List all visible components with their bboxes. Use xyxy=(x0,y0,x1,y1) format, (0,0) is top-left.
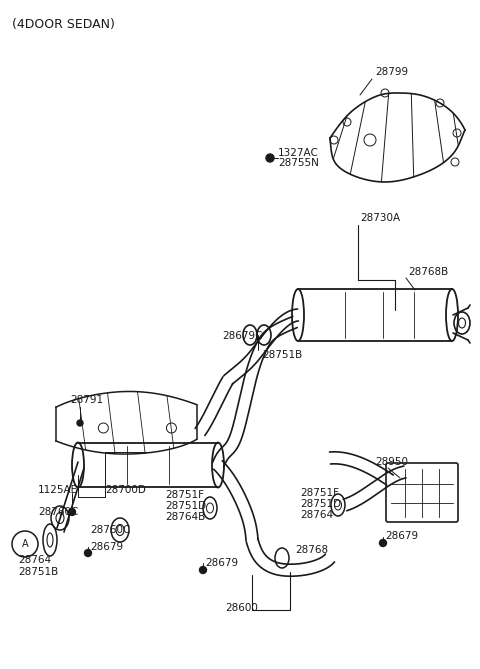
Circle shape xyxy=(84,549,92,557)
Text: 28751F: 28751F xyxy=(300,488,339,498)
Text: 28751D: 28751D xyxy=(300,499,341,509)
Text: 28600: 28600 xyxy=(225,603,258,613)
Text: 28768: 28768 xyxy=(295,545,328,555)
Text: 28751B: 28751B xyxy=(18,567,58,577)
Text: 28679: 28679 xyxy=(90,542,123,552)
Text: 28764: 28764 xyxy=(18,555,51,565)
Text: 28764B: 28764B xyxy=(165,512,205,522)
Text: A: A xyxy=(22,539,28,549)
Circle shape xyxy=(77,420,83,426)
Text: 28679C: 28679C xyxy=(222,331,263,341)
Text: 1327AC: 1327AC xyxy=(278,148,319,158)
Circle shape xyxy=(69,508,75,516)
Text: 28755N: 28755N xyxy=(278,158,319,168)
Text: 1125AE: 1125AE xyxy=(38,485,78,495)
Text: (4DOOR SEDAN): (4DOOR SEDAN) xyxy=(12,18,115,31)
Text: 28751B: 28751B xyxy=(262,350,302,360)
Text: 28768B: 28768B xyxy=(408,267,448,277)
Circle shape xyxy=(380,539,386,547)
Text: 28679: 28679 xyxy=(385,531,418,541)
Circle shape xyxy=(266,154,274,162)
Text: 28700D: 28700D xyxy=(105,485,146,495)
Text: 28730A: 28730A xyxy=(360,213,400,223)
Text: 28799: 28799 xyxy=(375,67,408,77)
Text: 28751D: 28751D xyxy=(165,501,206,511)
Text: 28791: 28791 xyxy=(70,395,103,405)
Text: 28760C: 28760C xyxy=(90,525,131,535)
Text: 28679: 28679 xyxy=(205,558,238,568)
Text: 28950: 28950 xyxy=(375,457,408,467)
Text: 28760C: 28760C xyxy=(38,507,78,517)
Text: 28764: 28764 xyxy=(300,510,333,520)
Circle shape xyxy=(200,567,206,573)
Text: 28751F: 28751F xyxy=(165,490,204,500)
